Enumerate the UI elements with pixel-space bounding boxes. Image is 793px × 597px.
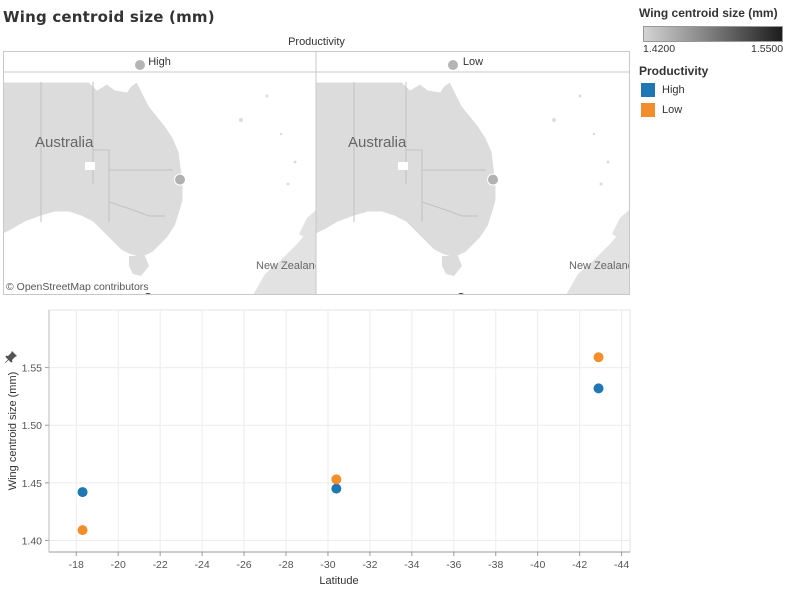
scatter-point-low[interactable] bbox=[77, 525, 88, 536]
island-shape bbox=[552, 118, 556, 122]
x-tick-label: -24 bbox=[195, 559, 210, 571]
new-zealand-landmass bbox=[566, 222, 629, 295]
legend-label-high: High bbox=[662, 84, 685, 96]
island-shape bbox=[265, 94, 269, 98]
y-tick-label: 1.45 bbox=[22, 478, 43, 490]
new-zealand-north-island bbox=[299, 210, 316, 240]
plot-area bbox=[48, 309, 631, 553]
island-shape bbox=[279, 132, 283, 136]
state-border bbox=[93, 149, 173, 171]
size-legend-title: Wing centroid size (mm) bbox=[639, 6, 778, 20]
island-shape bbox=[239, 118, 243, 122]
legend-swatch-low bbox=[641, 103, 655, 117]
scatter-point-high[interactable] bbox=[331, 483, 342, 494]
scatter-point-low[interactable] bbox=[593, 352, 604, 363]
scatter-point-high[interactable] bbox=[593, 383, 604, 394]
size-gradient-bar[interactable] bbox=[643, 26, 783, 42]
y-tick-label: 1.55 bbox=[22, 363, 43, 375]
x-tick-label: -20 bbox=[111, 559, 126, 571]
size-legend-min: 1.4200 bbox=[643, 43, 676, 55]
island-shape bbox=[293, 160, 297, 164]
country-label-australia: Australia bbox=[35, 134, 94, 151]
x-tick-label: -28 bbox=[278, 559, 293, 571]
island-shape bbox=[592, 132, 596, 136]
y-tick-label: 1.50 bbox=[22, 420, 43, 432]
x-tick-label: -42 bbox=[572, 559, 587, 571]
island-shape bbox=[599, 182, 603, 186]
lake-shape bbox=[85, 162, 95, 170]
x-axis-label: Latitude bbox=[319, 575, 358, 587]
pin-icon[interactable] bbox=[4, 350, 18, 364]
map-svg[interactable]: Australia New Zealand Australia New Zealand… bbox=[3, 34, 630, 295]
x-tick-label: -32 bbox=[362, 559, 377, 571]
tasmania-landmass bbox=[129, 256, 149, 276]
scatter-point-high[interactable] bbox=[77, 487, 88, 498]
productivity-legend[interactable]: Productivity High Low bbox=[639, 64, 789, 117]
x-tick-label: -22 bbox=[153, 559, 168, 571]
x-tick-label: -44 bbox=[614, 559, 629, 571]
productivity-legend-title: Productivity bbox=[639, 64, 709, 78]
scatter-chart[interactable]: -18 -20 -22 -24 -26 -28 -30 -32 -34 -36 -38 -40 -42 -… bbox=[0, 300, 640, 597]
map-panel-high[interactable]: Australia New Zealand bbox=[3, 59, 321, 296]
scatter-point-low[interactable] bbox=[331, 474, 342, 485]
maps-header: Productivity bbox=[288, 36, 345, 48]
country-label-australia: Australia bbox=[348, 134, 407, 151]
y-tick-label: 1.40 bbox=[22, 535, 43, 547]
tasmania-landmass bbox=[442, 256, 462, 276]
lake-shape bbox=[398, 162, 408, 170]
new-zealand-landmass bbox=[253, 222, 316, 295]
country-label-new-zealand: New Zealand bbox=[569, 260, 630, 272]
legend-label-low: Low bbox=[662, 104, 683, 116]
panel-title-low: Low bbox=[462, 56, 484, 68]
x-tick-label: -40 bbox=[530, 559, 545, 571]
state-border bbox=[406, 149, 486, 171]
size-legend[interactable]: Wing centroid size (mm) 1.4200 1.5500 bbox=[639, 6, 789, 55]
map-point[interactable] bbox=[174, 173, 186, 186]
x-tick-label: -34 bbox=[404, 559, 419, 571]
country-label-new-zealand: New Zealand bbox=[256, 260, 321, 272]
x-tick-label: -18 bbox=[69, 559, 84, 571]
y-axis-label: Wing centroid size (mm) bbox=[7, 372, 19, 491]
x-tick-label: -26 bbox=[236, 559, 251, 571]
map-attribution: © OpenStreetMap contributors bbox=[6, 281, 149, 293]
panel-title-high: High bbox=[148, 56, 171, 68]
map-panel-low[interactable]: Australia New Zealand bbox=[315, 59, 630, 296]
state-border bbox=[421, 201, 478, 217]
legend-swatch-high bbox=[641, 83, 655, 97]
new-zealand-north-island bbox=[612, 210, 629, 240]
island-shape bbox=[606, 160, 610, 164]
state-border bbox=[108, 201, 165, 217]
island-shape bbox=[578, 94, 582, 98]
x-tick-label: -38 bbox=[488, 559, 503, 571]
x-tick-label: -36 bbox=[446, 559, 461, 571]
page-title: Wing centroid size (mm) bbox=[3, 8, 215, 26]
map-panels[interactable]: Australia New Zealand Australia New Zealand… bbox=[3, 34, 630, 295]
map-point[interactable] bbox=[134, 59, 146, 71]
size-legend-max: 1.5500 bbox=[751, 43, 784, 55]
map-point[interactable] bbox=[447, 59, 459, 71]
map-point[interactable] bbox=[487, 173, 499, 186]
x-tick-label: -30 bbox=[320, 559, 335, 571]
island-shape bbox=[286, 182, 290, 186]
